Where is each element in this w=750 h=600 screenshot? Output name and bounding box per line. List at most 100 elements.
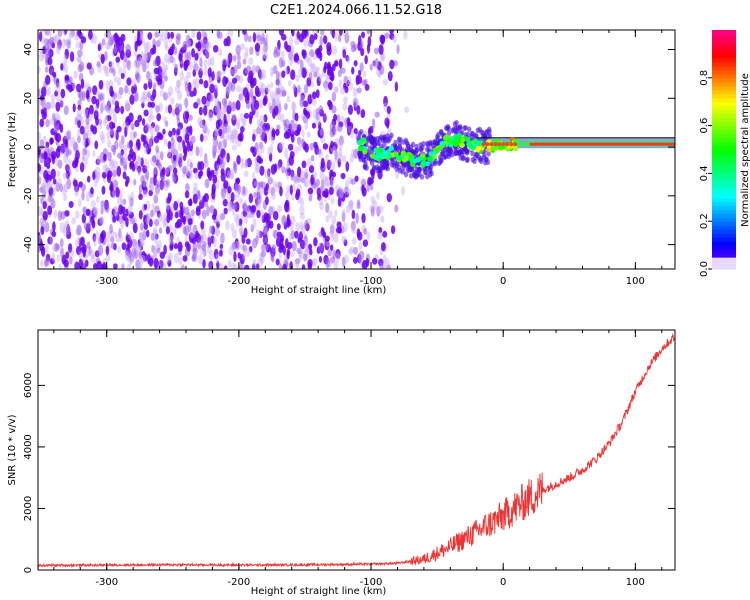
noise-cell — [123, 164, 128, 172]
noise-cell — [91, 33, 98, 45]
noise-cell — [113, 129, 117, 138]
noise-cell — [88, 30, 93, 40]
noise-cell — [38, 171, 41, 182]
noise-cell — [76, 108, 82, 118]
noise-cell — [362, 259, 368, 269]
colorbar-segment — [712, 261, 736, 266]
noise-cell — [284, 102, 288, 111]
noise-cell — [111, 176, 116, 184]
noise-cell — [353, 60, 358, 67]
noise-cell — [373, 47, 379, 55]
signal-halo-cell — [462, 125, 467, 131]
noise-cell — [163, 75, 168, 82]
noise-cell — [360, 109, 366, 119]
noise-cell — [153, 194, 159, 204]
noise-cell — [106, 139, 112, 148]
noise-cell — [317, 121, 322, 131]
noise-cell — [233, 162, 238, 174]
noise-cell — [137, 167, 141, 176]
noise-cell — [309, 142, 314, 151]
noise-cell — [99, 216, 105, 225]
noise-cell — [353, 246, 359, 256]
noise-cell — [189, 228, 195, 239]
noise-cell — [318, 73, 323, 82]
noise-cell — [334, 60, 339, 67]
noise-cell — [78, 258, 83, 269]
noise-cell — [151, 245, 155, 253]
noise-cell — [195, 208, 201, 216]
noise-cell — [373, 60, 379, 68]
noise-cell — [239, 131, 244, 142]
noise-cell — [135, 57, 141, 68]
noise-cell — [403, 30, 408, 40]
noise-cell — [133, 91, 139, 102]
noise-cell — [231, 228, 238, 239]
colorbar-segment — [712, 149, 736, 155]
noise-cell — [256, 155, 262, 164]
noise-cell — [138, 231, 144, 243]
noise-cell — [257, 230, 262, 239]
noise-cell — [348, 199, 354, 207]
noise-cell — [292, 83, 297, 92]
noise-cell — [297, 84, 301, 93]
noise-cell — [343, 239, 348, 247]
spectrogram-xtick-label: 100 — [626, 276, 645, 287]
noise-cell — [220, 232, 225, 244]
noise-cell — [179, 201, 184, 211]
noise-cell — [143, 109, 149, 117]
noise-cell — [145, 229, 150, 238]
noise-cell — [169, 232, 174, 242]
noise-cell — [84, 157, 89, 165]
noise-cell — [379, 34, 386, 44]
noise-cell — [52, 71, 57, 78]
noise-cell — [322, 114, 327, 122]
noise-cell — [263, 225, 269, 233]
noise-cell — [141, 59, 147, 67]
noise-cell — [203, 134, 209, 142]
signal-halo-cell — [406, 143, 411, 150]
colorbar-segment — [712, 253, 736, 258]
noise-cell — [196, 189, 201, 198]
noise-cell — [50, 94, 56, 101]
noise-cell — [54, 112, 60, 122]
noise-cell — [161, 166, 166, 175]
noise-cell — [389, 30, 394, 35]
noise-cell — [143, 203, 148, 210]
noise-cell — [356, 105, 361, 115]
noise-cell — [40, 196, 44, 205]
snr-ytick-label: 2000 — [23, 496, 34, 521]
noise-cell — [122, 213, 127, 222]
noise-cell — [204, 178, 210, 189]
noise-cell — [80, 36, 87, 44]
signal-halo-cell — [389, 132, 394, 139]
noise-cell — [182, 40, 188, 51]
colorbar-segment — [712, 209, 736, 214]
noise-cell — [236, 155, 241, 165]
noise-cell — [52, 113, 56, 121]
noise-cell — [94, 140, 99, 150]
noise-cell — [243, 199, 248, 209]
noise-cell — [233, 251, 237, 263]
noise-cell — [156, 159, 161, 169]
noise-cell — [325, 215, 330, 223]
noise-cell — [333, 232, 339, 243]
noise-cell — [140, 175, 145, 184]
noise-cell — [96, 195, 100, 204]
noise-cell — [120, 72, 125, 80]
noise-cell — [382, 78, 389, 86]
noise-cell — [120, 105, 125, 115]
noise-cell — [39, 139, 45, 150]
noise-cell — [315, 116, 321, 126]
colorbar-segment — [712, 93, 736, 99]
colorbar-segment — [712, 89, 736, 95]
colorbar-segment — [712, 165, 736, 171]
signal-cell — [427, 156, 433, 162]
noise-cell — [351, 209, 356, 220]
noise-cell — [46, 38, 53, 50]
noise-cell — [364, 55, 368, 65]
signal-peak-cell — [489, 142, 494, 147]
noise-cell — [235, 44, 241, 56]
colorbar-segment — [712, 117, 736, 123]
